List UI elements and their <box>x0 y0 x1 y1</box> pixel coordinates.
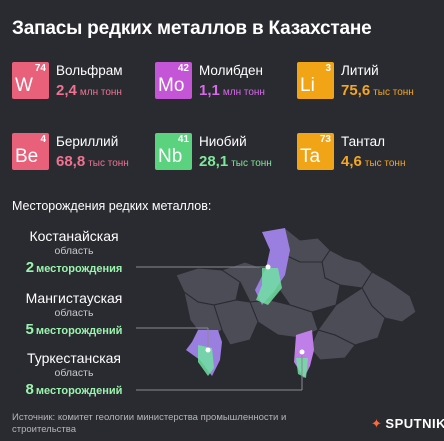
reserve-value: 28,1 <box>199 153 229 170</box>
metal-name: Бериллий <box>56 134 119 149</box>
region-kostanay-highlight-green <box>256 268 282 305</box>
region-sub: область <box>54 367 94 379</box>
metal-name: Литий <box>341 63 379 78</box>
leader-dot-mangystau <box>205 347 211 353</box>
region-central <box>277 254 341 313</box>
reserve-value: 4,6 <box>341 153 362 170</box>
deposit-word: месторождений <box>35 385 123 397</box>
element-symbol: W <box>15 75 33 96</box>
metal-name: Молибден <box>199 63 263 78</box>
region-name: Туркестанская <box>26 350 122 366</box>
sputnik-star-icon: ✦ <box>371 416 383 431</box>
metal-card-tungsten: 74 W Вольфрам 2,4 млн тонн <box>12 62 152 102</box>
reserve-value: 1,1 <box>199 82 220 99</box>
metal-card-beryllium: 4 Be Бериллий 68,8 тыс тонн <box>12 133 152 173</box>
atomic-number: 74 <box>34 63 46 74</box>
deposit-number: 8 <box>25 381 34 398</box>
element-tile: 42 Mo <box>155 62 192 99</box>
element-tile: 4 Be <box>12 133 49 170</box>
region-mangystau-highlight-green <box>198 345 214 376</box>
metal-reserve: 4,6 тыс тонн <box>341 153 405 171</box>
element-tile: 74 W <box>12 62 49 99</box>
region-label-mangystau: Мангистауская область 5 месторождений <box>10 290 138 339</box>
element-symbol: Mo <box>158 75 185 96</box>
deposit-word: месторождений <box>35 325 123 337</box>
deposit-number: 2 <box>25 259 35 276</box>
element-symbol: Nb <box>158 146 183 167</box>
metal-name: Вольфрам <box>56 63 123 78</box>
atomic-number: 41 <box>177 134 189 145</box>
sputnik-logo: ✦ SPUTNIK <box>371 416 444 432</box>
metal-reserve: 2,4 млн тонн <box>56 82 122 100</box>
deposit-count: 8 месторождений <box>10 381 138 399</box>
reserve-unit: млн тонн <box>222 87 265 98</box>
deposit-number: 5 <box>25 321 34 338</box>
reserve-value: 68,8 <box>56 153 86 170</box>
metal-reserve: 75,6 тыс тонн <box>341 82 414 100</box>
region-atyrau <box>183 290 223 341</box>
reserve-unit: млн тонн <box>79 87 122 98</box>
reserve-value: 2,4 <box>56 82 77 99</box>
region-label-turkestan: Туркестанская область 8 месторождений <box>10 350 138 399</box>
metal-name: Ниобий <box>199 134 247 149</box>
element-tile: 3 Li <box>297 62 334 99</box>
reserve-unit: тыс тонн <box>373 87 414 98</box>
element-symbol: Be <box>15 146 39 167</box>
reserve-value: 75,6 <box>341 82 371 99</box>
atomic-number: 73 <box>319 134 331 145</box>
metal-reserve: 68,8 тыс тонн <box>56 153 129 171</box>
reserve-unit: тыс тонн <box>88 158 129 169</box>
page-title: Запасы редких металлов в Казахстане <box>12 18 372 39</box>
atomic-number: 4 <box>40 134 46 145</box>
atomic-number: 42 <box>177 63 189 74</box>
metal-card-molybdenum: 42 Mo Молибден 1,1 млн тонн <box>155 62 295 102</box>
element-tile: 73 Ta <box>297 133 334 170</box>
metal-reserve: 28,1 тыс тонн <box>199 153 272 171</box>
reserve-unit: тыс тонн <box>364 158 406 169</box>
region-name: Костанайская <box>29 228 119 244</box>
metal-name: Тантал <box>341 134 386 149</box>
region-name: Мангистауская <box>25 290 123 306</box>
metal-card-lithium: 3 Li Литий 75,6 тыс тонн <box>297 62 437 102</box>
metal-card-niobium: 41 Nb Ниобий 28,1 тыс тонн <box>155 133 295 173</box>
source-note: Источник: комитет геологии министерства … <box>12 412 287 435</box>
region-label-kostanay: Костанайская область 2 месторождения <box>10 228 138 277</box>
leader-dot-turkestan <box>299 349 305 355</box>
metal-reserve: 1,1 млн тонн <box>199 82 265 100</box>
element-symbol: Ta <box>300 146 321 167</box>
logo-text: SPUTNIK <box>385 416 444 431</box>
leader-dot-kostanay <box>265 264 271 270</box>
atomic-number: 3 <box>325 63 331 74</box>
deposit-count: 5 месторождений <box>10 321 138 339</box>
element-tile: 41 Nb <box>155 133 192 170</box>
deposits-section-title: Месторождения редких металлов: <box>12 199 212 213</box>
region-sub: область <box>54 307 94 319</box>
metal-card-tantalum: 73 Ta Тантал 4,6 тыс тонн <box>297 133 437 173</box>
deposit-count: 2 месторождения <box>10 259 138 277</box>
region-kyzylorda <box>213 299 259 346</box>
region-sub: область <box>54 245 94 257</box>
deposit-word: месторождения <box>36 263 123 275</box>
element-symbol: Li <box>300 75 315 96</box>
reserve-unit: тыс тонн <box>231 158 272 169</box>
